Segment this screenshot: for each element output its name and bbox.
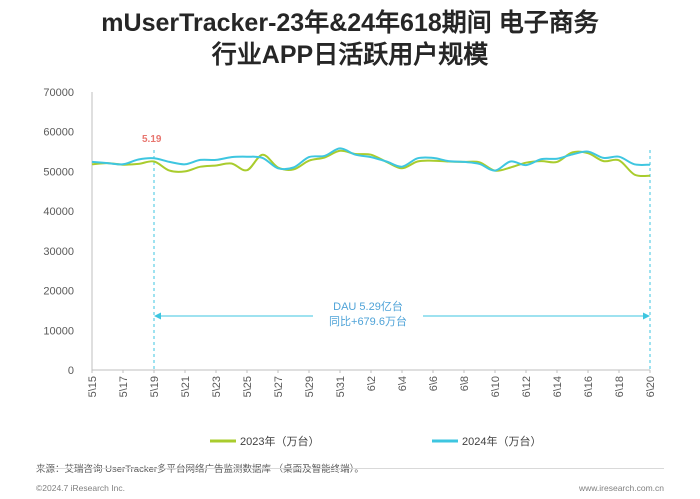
range-arrow-left-head — [154, 312, 161, 320]
x-tick-label: 6\20 — [645, 376, 657, 397]
dau-callout: DAU 5.29亿台 同比+679.6万台 — [313, 300, 423, 330]
y-tick-label: 40000 — [43, 206, 74, 218]
x-tick-label: 5\31 — [335, 376, 347, 397]
x-tick-label: 5\23 — [211, 376, 223, 397]
page-title-line2: 行业APP日活跃用户规模 — [211, 41, 489, 69]
x-tick-label: 6\10 — [490, 376, 502, 397]
x-tick-label: 5\25 — [242, 376, 254, 397]
x-tick-label: 5\21 — [180, 376, 192, 397]
copyright-text: ©2024.7 iResearch Inc. — [36, 483, 125, 493]
legend-label-2024: 2024年（万台） — [462, 434, 541, 448]
x-tick-label: 5\15 — [87, 376, 99, 397]
y-tick-label: 60000 — [43, 127, 74, 139]
x-tick-label: 6\8 — [459, 376, 471, 391]
x-tick-label: 6\18 — [614, 376, 626, 397]
x-tick-label: 6\14 — [552, 376, 564, 397]
x-tick-label: 5\17 — [118, 376, 130, 397]
y-tick-label: 70000 — [43, 87, 74, 99]
peak-date-label: 5.19 — [142, 134, 162, 145]
y-tick-label: 30000 — [43, 246, 74, 258]
legend-label-2023: 2023年（万台） — [240, 434, 319, 448]
callout-dau-text: DAU 5.29亿台 — [333, 301, 403, 313]
page-title-line1: mUserTracker-23年&24年618期间 电子商务 — [101, 9, 599, 37]
x-tick-label: 6\2 — [366, 376, 378, 391]
y-tick-label: 10000 — [43, 325, 74, 337]
x-tick-label: 6\16 — [583, 376, 595, 397]
range-arrow-right-head — [643, 312, 650, 320]
x-tick-label: 6\4 — [397, 376, 409, 391]
site-url: www.iresearch.com.cn — [578, 483, 664, 493]
callout-yoy-text: 同比+679.6万台 — [329, 316, 407, 328]
y-tick-label: 0 — [68, 365, 74, 377]
x-tick-label: 6\12 — [521, 376, 533, 397]
x-tick-label: 5\27 — [273, 376, 285, 397]
x-tick-label: 5\19 — [149, 376, 161, 397]
source-note: 来源：艾瑞咨询 UserTracker多平台网络广告监测数据库 （桌面及智能终端… — [36, 464, 364, 475]
x-tick-label: 5\29 — [304, 376, 316, 397]
series-line-2024 — [91, 147, 651, 172]
y-tick-label: 50000 — [43, 166, 74, 178]
x-tick-label: 6\6 — [428, 376, 440, 391]
y-tick-label: 20000 — [43, 286, 74, 298]
series-line-2023 — [91, 149, 651, 178]
footer-divider — [36, 468, 664, 469]
